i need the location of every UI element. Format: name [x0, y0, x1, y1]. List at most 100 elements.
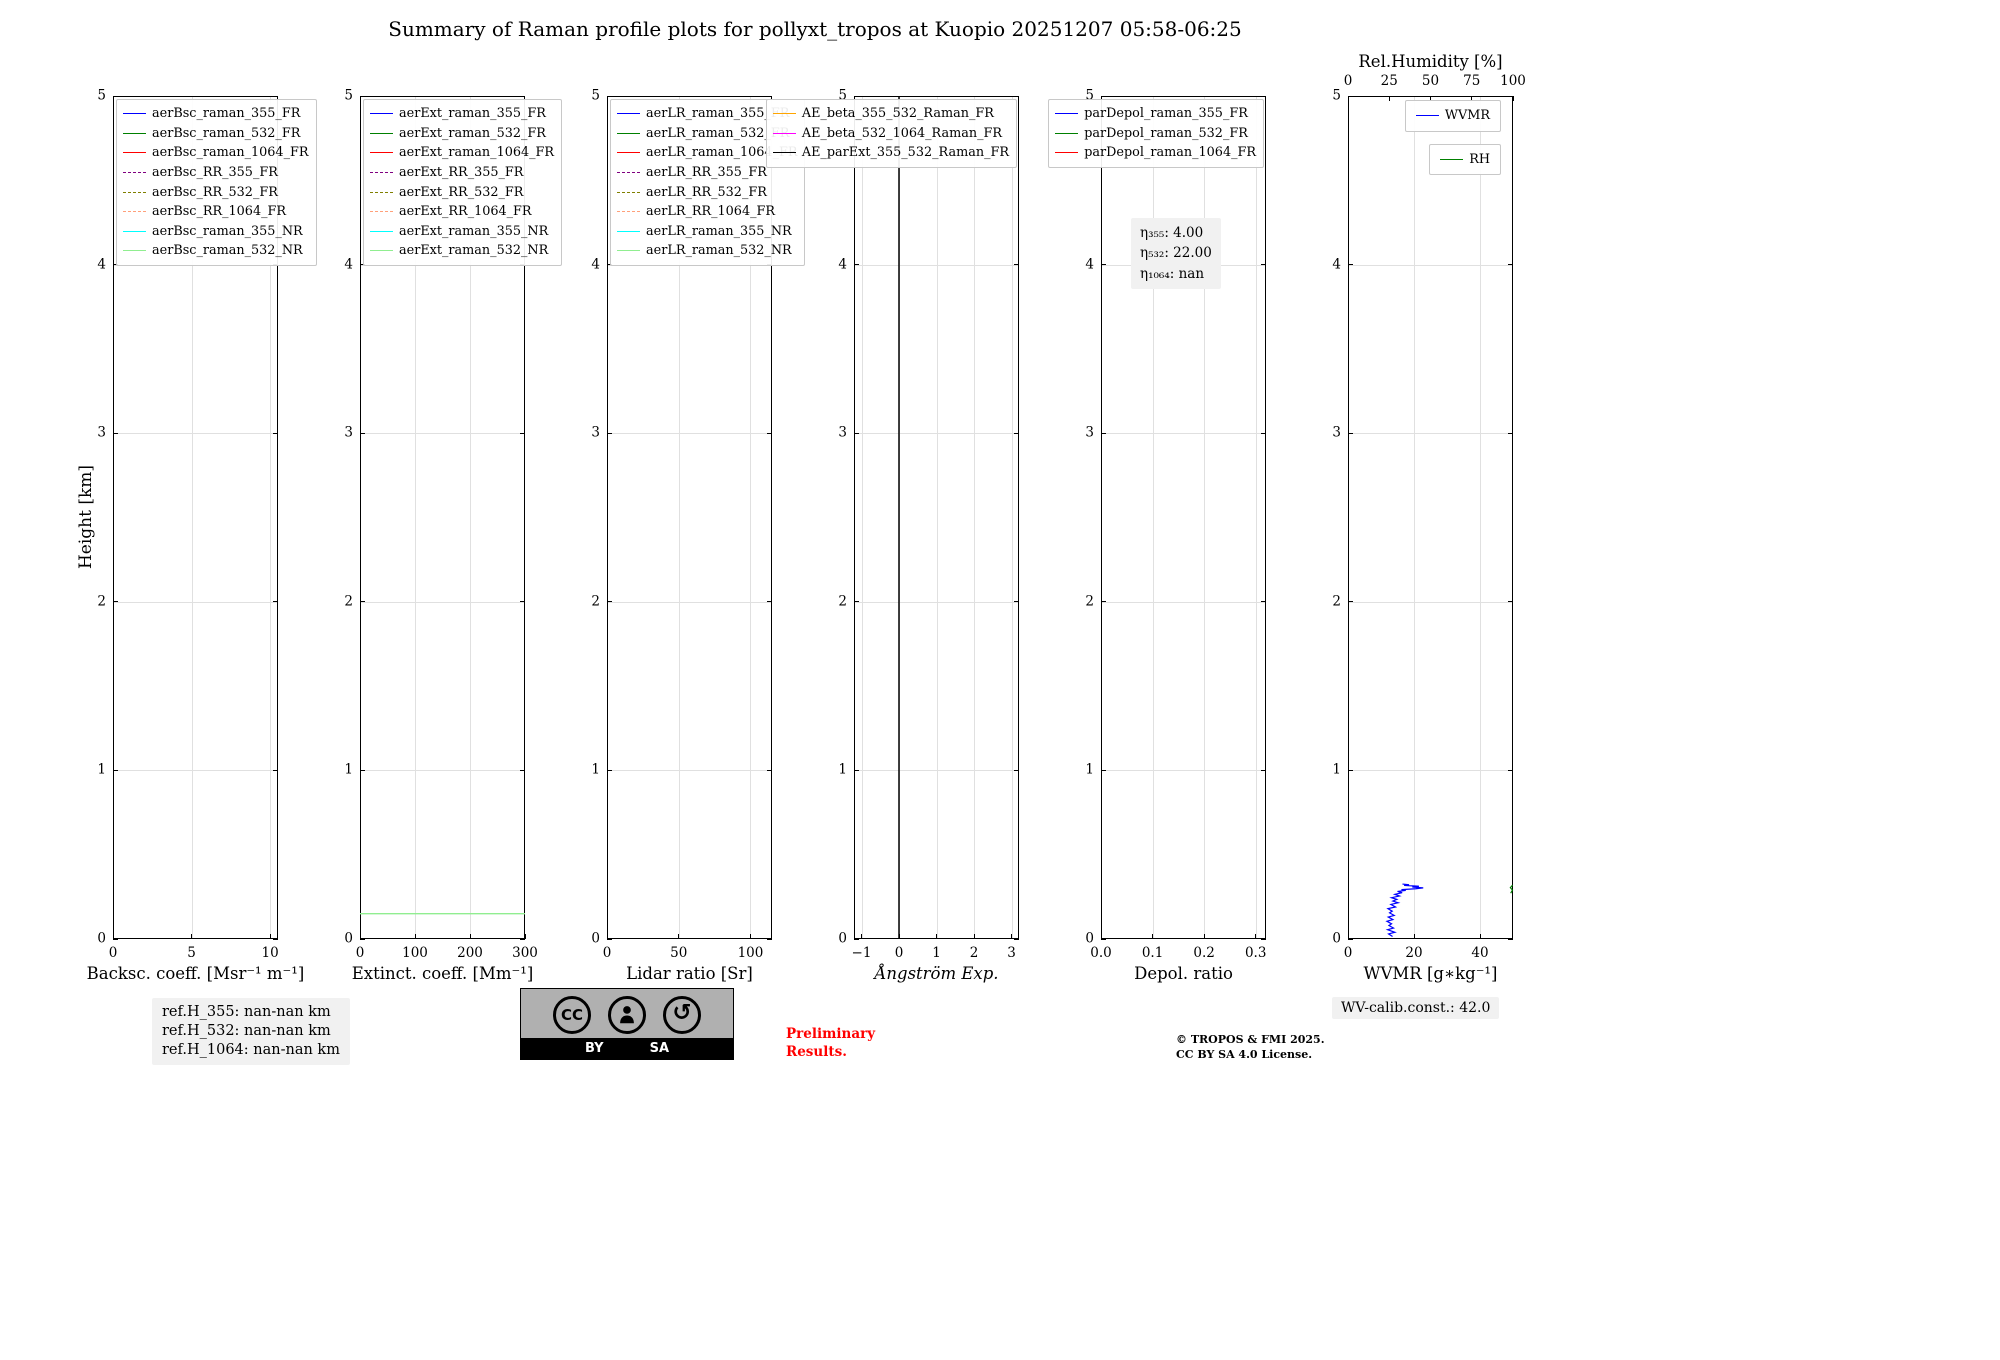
- gridline-v: [861, 96, 863, 939]
- gridline-h: [113, 433, 278, 435]
- legend-label: aerLR_raman_1064_FR: [646, 145, 798, 161]
- y-tick-mark-right: [1508, 95, 1513, 97]
- axes-frame: [607, 96, 772, 939]
- sa-label: SA: [649, 1041, 670, 1056]
- y-tick-mark-left: [854, 938, 859, 940]
- legend-entry: aerLR_RR_1064_FR: [617, 202, 797, 222]
- legend-entry: aerLR_raman_532_FR: [617, 124, 797, 144]
- y-tick-mark-right: [1508, 938, 1513, 940]
- y-tick-label: 4: [344, 255, 353, 272]
- legend-label: aerExt_raman_355_NR: [399, 223, 549, 239]
- y-tick-mark-right: [767, 432, 772, 434]
- x-tick-mark: [359, 934, 361, 939]
- x-axis-title: Ångström Exp.: [874, 964, 999, 983]
- dashed-line-swatch: [370, 211, 393, 213]
- legend-entry: aerLR_raman_532_NR: [617, 241, 797, 261]
- legend-label: AE_parExt_355_532_Raman_FR: [801, 145, 1009, 161]
- x-tick-mark: [973, 934, 975, 939]
- y-tick-label: 2: [838, 593, 847, 610]
- line-swatch: [1055, 152, 1079, 154]
- y-tick-mark-left: [113, 769, 118, 771]
- x-tick-label: 0.2: [1193, 945, 1215, 961]
- legend-entry: AE_beta_532_1064_Raman_FR: [772, 124, 1009, 144]
- gridline-v: [974, 96, 975, 939]
- line-swatch: [370, 230, 393, 232]
- legend-entry: aerLR_raman_1064_FR: [617, 143, 797, 163]
- y-tick-mark-right: [767, 601, 772, 603]
- dashed-line-swatch: [617, 191, 640, 193]
- y-tick-mark-left: [854, 95, 859, 97]
- legend-label: aerBsc_raman_1064_FR: [152, 145, 309, 161]
- y-tick-mark-left: [607, 601, 612, 603]
- series-RH: [1509, 884, 1514, 894]
- legend-entry: AE_parExt_355_532_Raman_FR: [772, 143, 1009, 163]
- top-tick-label: 25: [1380, 72, 1398, 89]
- y-tick-label: 0: [591, 930, 600, 947]
- y-tick-label: 0: [344, 930, 353, 947]
- y-tick-label: 5: [838, 87, 847, 104]
- legend-label: parDepol_raman_1064_FR: [1084, 145, 1256, 161]
- x-tick-label: 40: [1471, 945, 1489, 961]
- y-tick-mark-right: [1508, 769, 1513, 771]
- x-tick-label: 1: [932, 945, 941, 961]
- x-tick-label: 0: [602, 945, 612, 961]
- legend-entry: aerBsc_RR_355_FR: [123, 163, 309, 183]
- dashed-line-swatch: [123, 172, 146, 174]
- y-tick-mark-left: [360, 601, 365, 603]
- y-tick-mark-right: [1261, 264, 1266, 266]
- legend-entry: aerLR_raman_355_NR: [617, 222, 797, 242]
- gridline-v: [1204, 96, 1206, 939]
- y-tick-label: 3: [1085, 424, 1094, 441]
- y-tick-label: 4: [97, 255, 106, 272]
- legend-entry: aerExt_RR_532_FR: [370, 182, 554, 202]
- x-tick-label: 20: [1405, 945, 1423, 961]
- x-tick-mark: [1413, 934, 1415, 939]
- legend-label: aerExt_raman_532_NR: [399, 243, 549, 259]
- x-tick-mark: [1255, 934, 1257, 939]
- ref-h-1064-text: ref.H_1064: nan-nan km: [162, 1042, 340, 1059]
- gridline-h: [607, 433, 772, 435]
- line-swatch: [1440, 158, 1464, 160]
- legend-box: aerBsc_raman_355_FR aerBsc_raman_532_FR ae…: [116, 99, 317, 266]
- y-tick-mark-right: [1014, 601, 1019, 603]
- y-tick-label: 3: [344, 424, 353, 441]
- y-tick-mark-left: [607, 769, 612, 771]
- by-label: BY: [584, 1041, 604, 1056]
- x-tick-mark: [606, 934, 608, 939]
- preliminary-results-note: Preliminary Results.: [786, 1026, 875, 1061]
- x-tick-mark: [1479, 934, 1481, 939]
- x-tick-label: −1: [851, 945, 872, 961]
- legend-label: aerExt_raman_355_FR: [399, 106, 546, 122]
- legend-label: aerLR_raman_532_NR: [646, 243, 792, 259]
- top-tick-mark: [1512, 96, 1514, 101]
- legend-label: aerExt_RR_355_FR: [399, 165, 524, 181]
- x-tick-label: 0: [894, 945, 904, 961]
- dashed-line-swatch: [617, 211, 640, 213]
- y-tick-mark-left: [113, 432, 118, 434]
- y-tick-label: 0: [838, 930, 847, 947]
- legend-entry: aerBsc_raman_532_NR: [123, 241, 309, 261]
- y-tick-mark-left: [113, 938, 118, 940]
- line-swatch: [370, 132, 393, 134]
- line-swatch: [772, 152, 796, 154]
- legend-entry: aerExt_RR_355_FR: [370, 163, 554, 183]
- x-tick-label: 5: [187, 945, 196, 961]
- gridline-v: [1152, 96, 1154, 939]
- legend-entry: aerBsc_raman_355_NR: [123, 222, 309, 242]
- x-tick-label: 0.3: [1244, 945, 1267, 961]
- y-tick-label: 1: [838, 761, 847, 778]
- y-tick-label: 3: [591, 424, 600, 441]
- legend-label: aerExt_RR_1064_FR: [399, 204, 532, 220]
- axes-frame: [113, 96, 278, 939]
- x-tick-label: 50: [670, 945, 688, 961]
- y-tick-label: 2: [1332, 593, 1341, 610]
- y-tick-mark-left: [360, 769, 365, 771]
- legend-label: aerExt_RR_532_FR: [399, 184, 524, 200]
- top-tick-label: 0: [1343, 72, 1353, 89]
- y-tick-mark-right: [1261, 95, 1266, 97]
- y-tick-mark-left: [854, 769, 859, 771]
- y-tick-mark-right: [273, 95, 278, 97]
- y-tick-mark-left: [1348, 264, 1353, 266]
- y-tick-mark-left: [1348, 432, 1353, 434]
- x-axis-title: Lidar ratio [Sr]: [626, 964, 753, 983]
